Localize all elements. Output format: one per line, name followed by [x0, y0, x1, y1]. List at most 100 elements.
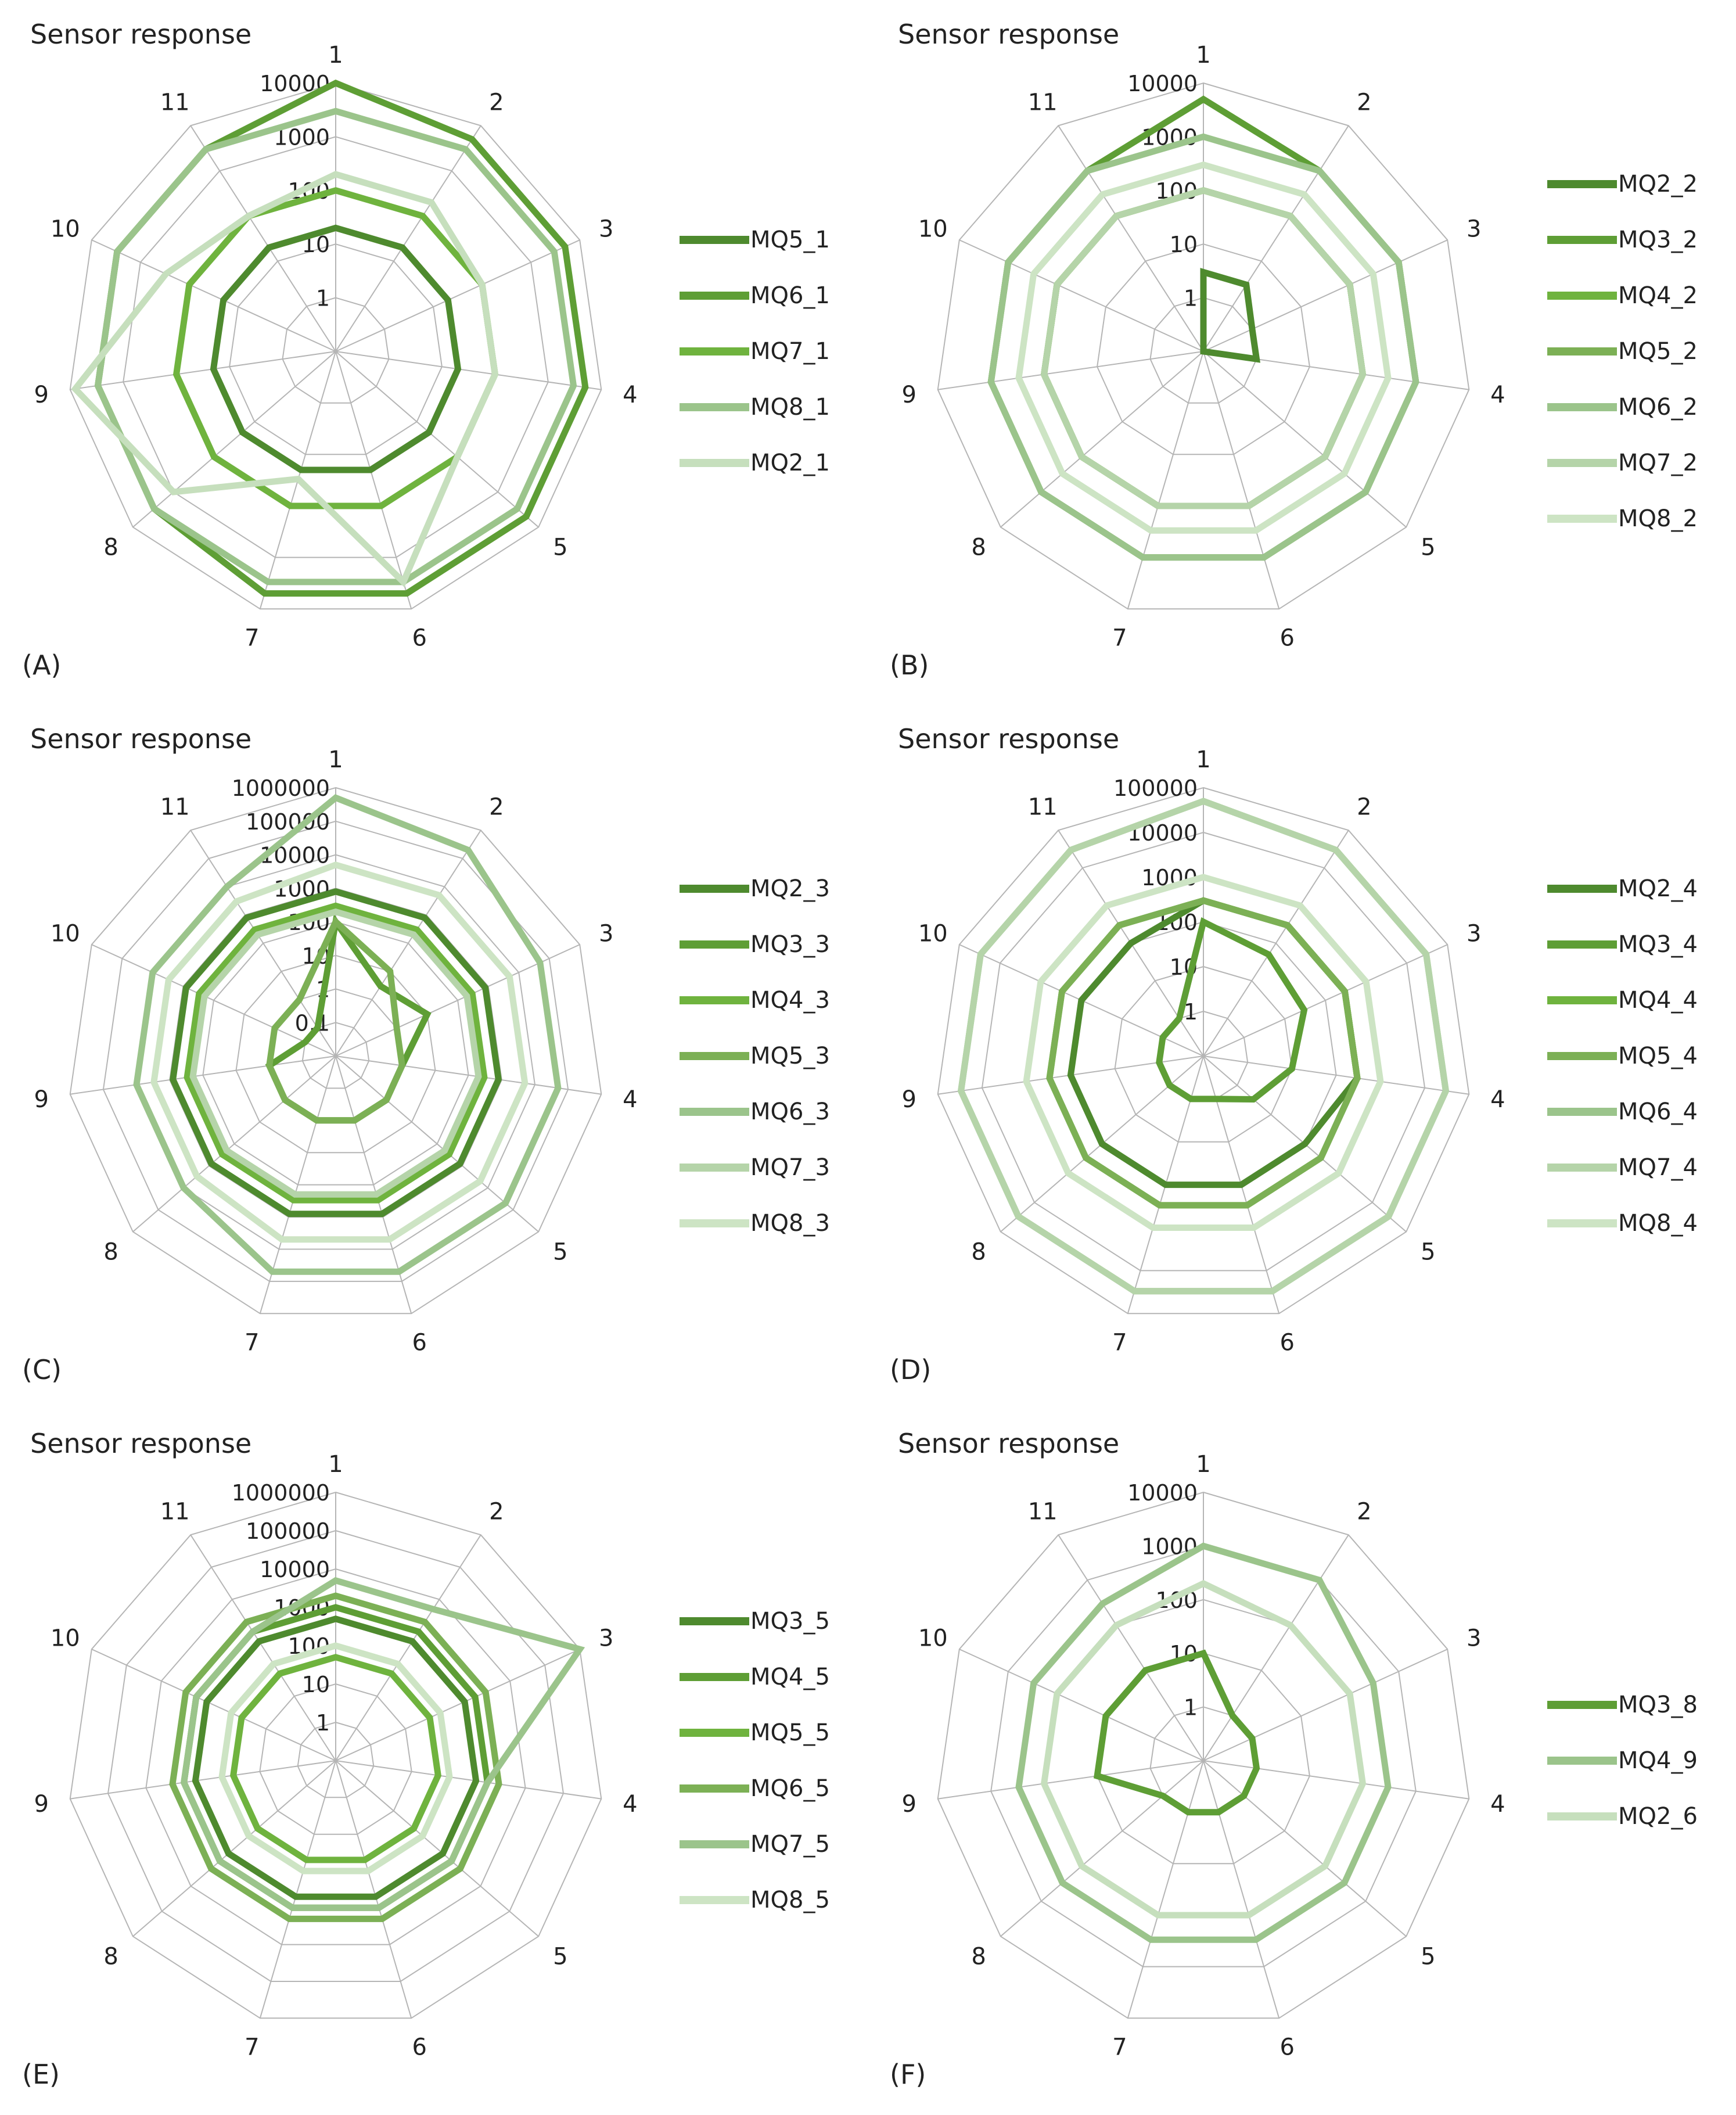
series-mq8-4: [1023, 874, 1384, 1231]
ring-label: 1: [316, 1710, 330, 1736]
legend-item: MQ3_8: [1547, 1687, 1698, 1722]
legend-item: MQ5_4: [1547, 1039, 1698, 1073]
grid-spoke: [1203, 1760, 1407, 1937]
category-label: 6: [1279, 624, 1294, 651]
category-label: 6: [412, 624, 426, 651]
legend-item: MQ5_2: [1547, 334, 1698, 369]
legend-label: MQ6_4: [1618, 1098, 1698, 1125]
grid-ring: [69, 1491, 602, 2019]
category-label: 7: [1112, 624, 1127, 651]
grid-ring: [107, 1529, 565, 1982]
legend-label: MQ4_3: [750, 987, 830, 1014]
grid-spoke: [335, 830, 481, 1057]
radar-chart: 1234567891011110100100010000100000100000…: [34, 1451, 637, 2060]
legend-item: MQ7_1: [680, 334, 830, 369]
legend-swatch: [680, 292, 749, 300]
grid-ring: [990, 1545, 1417, 1967]
legend-swatch: [1547, 1108, 1617, 1116]
legend-label: MQ5_3: [750, 1043, 830, 1069]
legend-item: MQ3_3: [680, 927, 830, 962]
category-label: 4: [623, 382, 637, 408]
legend-item: MQ8_5: [680, 1883, 830, 1917]
legend-label: MQ3_4: [1618, 931, 1698, 958]
category-label: 5: [553, 1943, 567, 1970]
legend-item: MQ5_3: [680, 1039, 830, 1073]
legend-item: MQ4_3: [680, 983, 830, 1018]
category-label: 3: [1467, 1625, 1481, 1651]
grid-spoke: [190, 125, 336, 352]
category-label: 8: [971, 1943, 986, 1970]
category-label: 8: [103, 1943, 118, 1970]
legend-swatch: [1547, 515, 1617, 523]
ring-label: 1000000: [232, 1480, 330, 1506]
grid-ring: [69, 82, 602, 610]
legend-swatch: [1547, 347, 1617, 356]
grid-spoke: [1203, 1760, 1280, 2019]
grid-spoke: [335, 1534, 481, 1761]
series-mq7-2: [1040, 187, 1367, 509]
legend-item: MQ5_5: [680, 1715, 830, 1750]
grid-spoke: [70, 351, 336, 390]
series-mq3-8: [1093, 1649, 1260, 1816]
series-mq8-2: [1015, 161, 1392, 534]
grid-spoke: [1203, 1534, 1349, 1761]
panel-b: Sensor response (B) 1 2 3 4 5 6 7 8 9 10 11 1 10 100 100…: [868, 0, 1735, 705]
legend-label: MQ5_5: [750, 1719, 830, 1746]
legend-label: MQ4_5: [750, 1664, 830, 1690]
grid-ring: [1097, 243, 1310, 455]
legend-swatch: [680, 996, 749, 1004]
category-label: 4: [1490, 1086, 1505, 1113]
category-label: 5: [1421, 1943, 1435, 1970]
ring-label: 1: [1184, 1695, 1198, 1721]
legend-label: MQ8_5: [750, 1887, 830, 1913]
category-label: 11: [160, 793, 190, 820]
grid-spoke: [91, 1649, 336, 1761]
panel-c: Sensor response (C) 1 2 3 4 5 6 7 8 9 10 11 0.1 1 10 100…: [0, 705, 868, 1409]
category-label: 2: [1357, 89, 1371, 116]
panel-label: (B): [890, 649, 929, 681]
category-label: 3: [1467, 920, 1481, 947]
legend-swatch: [680, 459, 749, 467]
grid-spoke: [1203, 351, 1407, 528]
category-label: 7: [1112, 2034, 1127, 2060]
legend-item: MQ4_5: [680, 1660, 830, 1694]
category-label: 8: [103, 1238, 118, 1265]
legend-swatch: [1547, 403, 1617, 411]
grid-spoke: [190, 830, 336, 1057]
legend-swatch: [680, 1840, 749, 1848]
series-mq3-5: [192, 1615, 480, 1900]
grid-spoke: [335, 1760, 539, 1937]
grid-spoke: [335, 1760, 602, 1800]
grid-spoke: [335, 351, 539, 528]
legend-swatch: [1547, 1812, 1617, 1820]
chart-title: Sensor response: [30, 723, 252, 755]
category-label: 9: [34, 1791, 48, 1818]
grid-spoke: [335, 1649, 580, 1761]
category-label: 4: [623, 1086, 637, 1113]
legend-label: MQ2_2: [1618, 171, 1698, 198]
grid-ring: [282, 297, 390, 404]
category-label: 10: [918, 1625, 948, 1651]
legend-label: MQ7_2: [1618, 450, 1698, 476]
grid-ring: [1114, 965, 1293, 1143]
legend-label: MQ7_4: [1618, 1154, 1698, 1181]
grid-spoke: [1203, 830, 1349, 1057]
legend-swatch: [680, 1617, 749, 1625]
legend-swatch: [1547, 459, 1617, 467]
grid-spoke: [1127, 351, 1204, 609]
legend-label: MQ8_3: [750, 1210, 830, 1237]
legend-swatch: [680, 403, 749, 411]
series-mq6-3: [133, 794, 562, 1275]
category-label: 9: [34, 382, 48, 408]
category-label: 10: [51, 216, 80, 242]
series-mq7-5: [181, 1577, 585, 1911]
chart-title: Sensor response: [898, 1428, 1120, 1459]
legend-label: MQ5_1: [750, 227, 830, 253]
category-label: 3: [1467, 216, 1481, 242]
category-label: 2: [489, 89, 504, 116]
legend-label: MQ2_3: [750, 875, 830, 902]
legend-label: MQ3_3: [750, 931, 830, 958]
grid-ring: [937, 82, 1470, 610]
